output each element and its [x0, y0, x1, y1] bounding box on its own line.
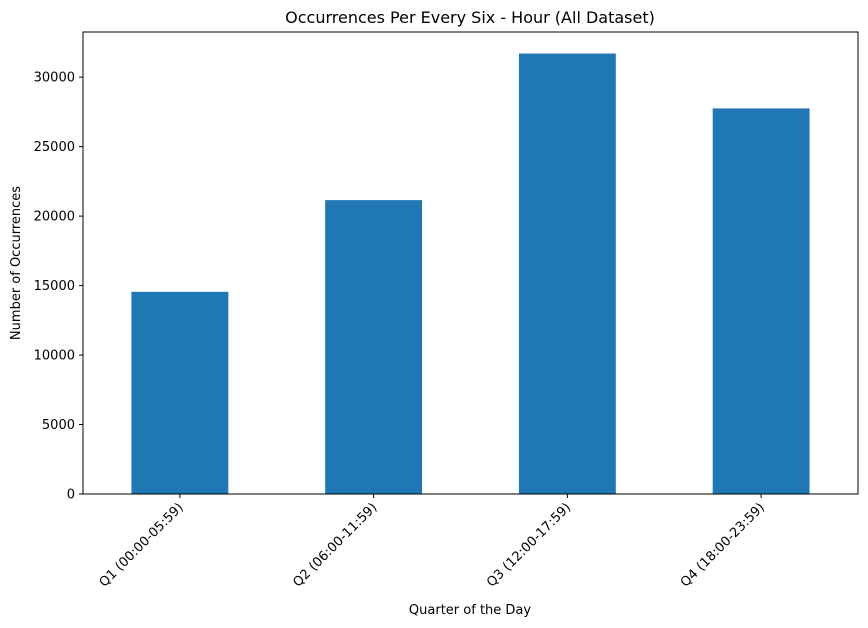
- y-tick-label-0: 0: [67, 488, 75, 503]
- y-axis-label: Number of Occurrences: [9, 186, 24, 340]
- x-axis-label: Quarter of the Day: [409, 603, 531, 618]
- x-tick-label-0: Q1 (00:00-05:59): [97, 500, 187, 590]
- x-tick-label-3: Q4 (18:00-23:59): [678, 500, 768, 590]
- y-tick-label-1: 5000: [42, 418, 75, 433]
- bar-2: [325, 200, 423, 494]
- y-tick-label-4: 20000: [34, 210, 75, 225]
- y-tick-label-2: 10000: [34, 349, 75, 364]
- y-tick-label-5: 25000: [34, 140, 75, 155]
- y-tick-label-3: 15000: [34, 279, 75, 294]
- x-tick-label-1: Q2 (06:00-11:59): [290, 500, 380, 590]
- chart-title: Occurrences Per Every Six - Hour (All Da…: [285, 8, 655, 27]
- x-tick-label-2: Q3 (12:00-17:59): [484, 500, 574, 590]
- y-axis: 0 5000 10000 15000 20000 25000 30000: [34, 71, 83, 503]
- plot-frame: [82, 31, 859, 495]
- y-tick-label-6: 30000: [34, 71, 75, 86]
- bar-1: [131, 291, 229, 494]
- bar-3: [518, 53, 616, 495]
- bar-4: [712, 108, 810, 494]
- bars-group: [131, 53, 810, 495]
- x-axis: Q1 (00:00-05:59) Q2 (06:00-11:59) Q3 (12:0…: [97, 494, 768, 590]
